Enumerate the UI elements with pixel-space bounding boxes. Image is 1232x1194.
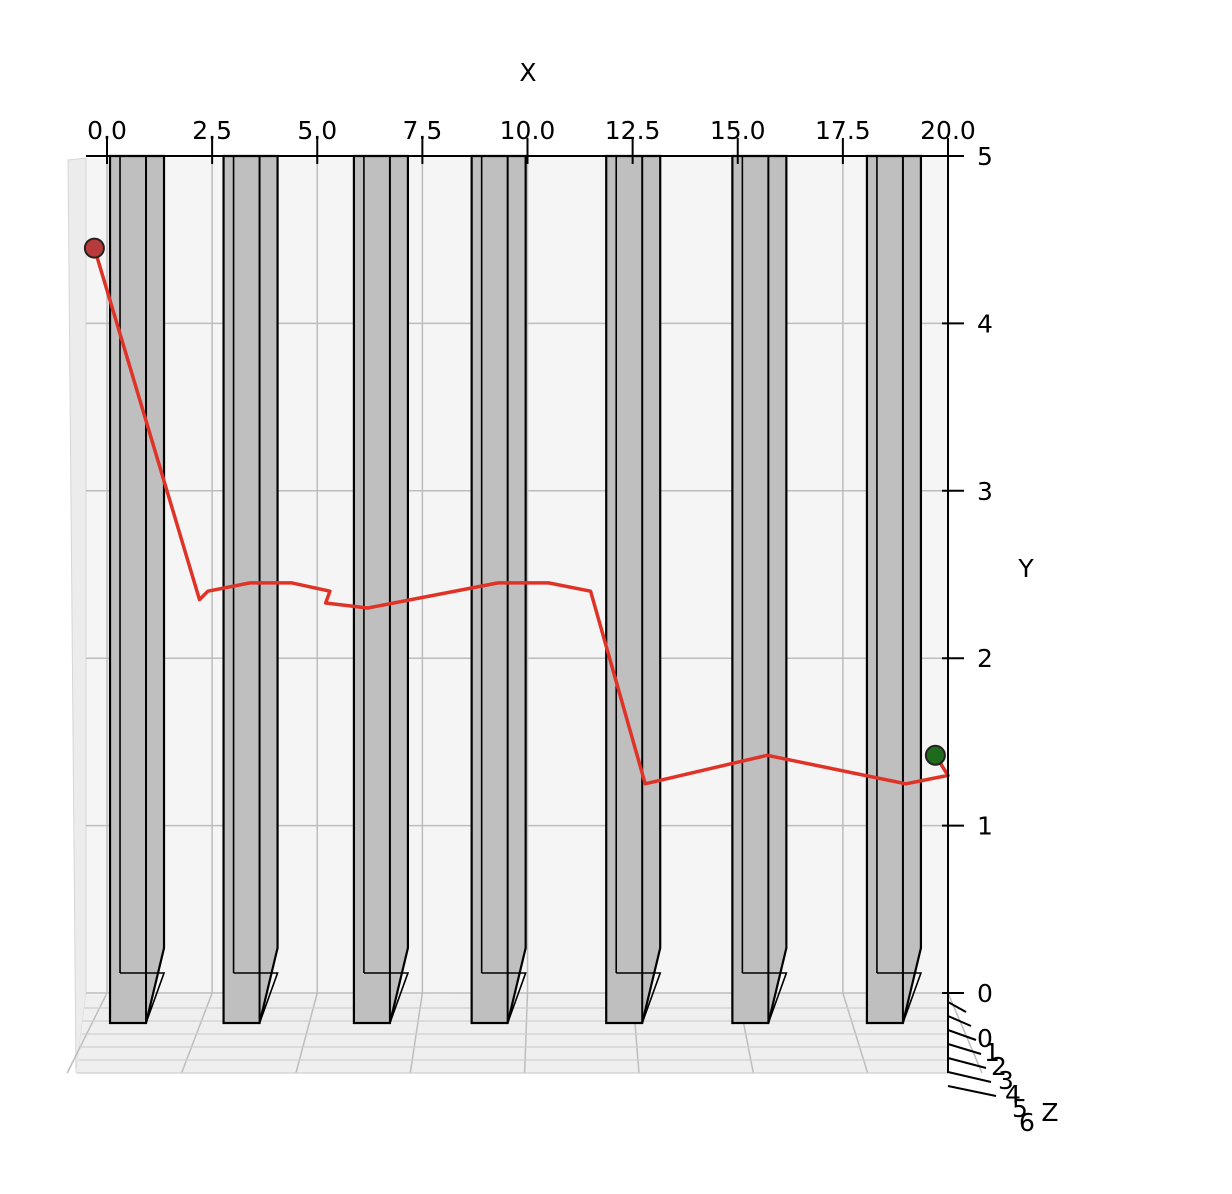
z-tick-label: 6 — [1019, 1108, 1035, 1137]
pillar — [470, 154, 527, 1025]
x-tick-label: 2.5 — [192, 116, 232, 145]
pillar-body — [352, 154, 410, 1025]
y-tick-label: 0 — [977, 979, 993, 1008]
z-tick — [947, 1043, 982, 1055]
pillar-body — [605, 154, 662, 1025]
side-pane — [67, 157, 87, 1074]
pillar-body — [865, 154, 923, 1025]
pillar — [731, 154, 788, 1025]
y-tick-label: 3 — [977, 477, 993, 506]
x-tick-label: 10.0 — [500, 116, 556, 145]
pillar-edge — [120, 972, 166, 1024]
pillar — [352, 154, 410, 1025]
z-tick-label: 4 — [1005, 1080, 1021, 1109]
pillar-edge — [363, 972, 410, 1024]
z-tick — [947, 1015, 972, 1027]
pillar — [222, 154, 279, 1025]
path-group — [83, 237, 950, 786]
z-tick-label: 0 — [977, 1024, 993, 1053]
y-tick-label: 5 — [977, 142, 993, 171]
z-tick-label: 1 — [984, 1038, 1000, 1067]
z-tick-label: 3 — [998, 1066, 1014, 1095]
floor-gridline — [947, 992, 983, 1074]
pillar-body — [222, 154, 279, 1025]
x-axis-label: X — [519, 58, 536, 87]
y-tick-label: 2 — [977, 644, 993, 673]
start-marker — [83, 237, 105, 259]
x-tick-label: 0.0 — [87, 116, 127, 145]
pillar-body — [731, 154, 788, 1025]
pillar-edge — [742, 972, 788, 1024]
z-tick — [947, 1057, 987, 1069]
pillar — [865, 154, 923, 1025]
y-tick-label: 1 — [977, 812, 993, 841]
axes-group: X Y Z 0.0 2.5 5.0 7.5 10.0 12.5 15.0 17.5 20.001… — [86, 58, 1059, 1137]
pillar-body — [108, 154, 166, 1025]
x-tick-label: 5.0 — [297, 116, 337, 145]
floor-pane — [76, 993, 948, 1073]
pillar — [605, 154, 662, 1025]
x-tick-label: 12.5 — [605, 116, 661, 145]
z-tick — [947, 1085, 997, 1097]
x-tick-label: 15.0 — [710, 116, 766, 145]
end-marker — [924, 744, 946, 766]
z-tick-label: 5 — [1012, 1094, 1028, 1123]
x-tick-label: 7.5 — [402, 116, 442, 145]
pillar-body — [470, 154, 527, 1025]
pillar — [108, 154, 166, 1025]
x-tick-label: 17.5 — [815, 116, 871, 145]
z-tick — [947, 1071, 992, 1083]
y-tick-label: 4 — [977, 309, 993, 338]
x-tick-label: 20.0 — [920, 116, 976, 145]
z-tick — [947, 1029, 977, 1041]
z-tick-label: 2 — [991, 1052, 1007, 1081]
z-axis-label: Z — [1041, 1098, 1058, 1127]
pillar-edge — [481, 972, 527, 1024]
pillar-edge — [233, 972, 279, 1024]
pillar-edge — [876, 972, 923, 1024]
floor-gridline — [66, 992, 108, 1074]
path-line — [92, 247, 950, 786]
z-tick — [947, 1001, 967, 1013]
pillar-edge — [616, 972, 662, 1024]
y-axis-label: Y — [1017, 554, 1034, 583]
